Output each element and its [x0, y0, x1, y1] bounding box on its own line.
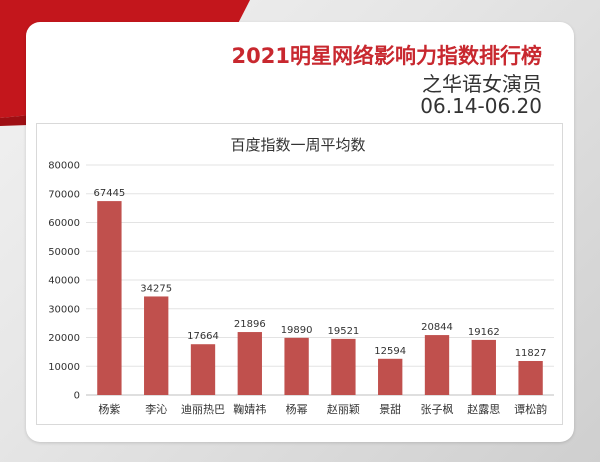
bar — [424, 335, 450, 395]
y-tick-label: 60000 — [48, 218, 80, 229]
x-tick-label: 景甜 — [379, 403, 401, 416]
x-tick-label: 杨紫 — [98, 402, 120, 416]
x-tick-label: 杨幂 — [286, 402, 308, 416]
bar — [97, 201, 122, 395]
bar — [284, 337, 309, 395]
data-label: 20844 — [421, 322, 453, 333]
bars-layer — [97, 201, 543, 395]
y-tick-label: 80000 — [48, 161, 80, 172]
x-tick-label: 迪丽热巴 — [181, 403, 225, 416]
bar — [471, 339, 496, 395]
data-label: 19890 — [281, 325, 313, 336]
chart-title: 百度指数一周平均数 — [230, 136, 365, 154]
bar — [378, 358, 403, 395]
y-tick-label: 10000 — [48, 362, 80, 373]
bar — [237, 332, 262, 395]
data-label: 21896 — [234, 319, 266, 330]
x-tick-label: 赵丽颖 — [327, 402, 360, 416]
x-tick-label: 张子枫 — [421, 402, 454, 416]
page-title: 2021明星网络影响力指数排行榜 — [231, 44, 542, 68]
logo-y-mark-icon — [42, 46, 86, 84]
data-label: 17664 — [187, 331, 219, 342]
bar — [144, 296, 169, 395]
powerstar-logo: 明星权力榜 OWERSTAR — [40, 42, 205, 86]
x-tick-label: 谭松韵 — [514, 402, 547, 416]
bar — [518, 360, 543, 395]
data-label: 12594 — [374, 346, 406, 357]
x-tick-label: 鞠婧祎 — [233, 402, 266, 416]
x-tick-label: 赵露思 — [467, 402, 500, 416]
logo-english-text: OWERSTAR — [88, 64, 199, 84]
data-label: 34275 — [140, 283, 172, 294]
bar — [190, 344, 216, 395]
y-tick-label: 20000 — [48, 333, 80, 344]
y-tick-label: 0 — [74, 391, 80, 402]
y-tick-label: 30000 — [48, 304, 80, 315]
x-tick-label: 李沁 — [145, 402, 167, 416]
data-label: 19162 — [468, 327, 500, 338]
data-label: 67445 — [93, 188, 125, 199]
y-tick-label: 50000 — [48, 247, 80, 258]
logo-chinese-text: 明星权力榜 — [88, 47, 178, 67]
y-tick-label: 70000 — [48, 189, 80, 200]
bar-chart: 百度指数一周平均数 0 10000 20000 30000 40000 50000 6000… — [48, 136, 554, 416]
data-label: 11827 — [515, 348, 547, 359]
data-label: 19521 — [327, 326, 359, 337]
bar — [331, 338, 356, 395]
page-subtitle: 之华语女演员 — [422, 72, 542, 96]
y-tick-label: 40000 — [48, 276, 80, 287]
labels-layer: 67445 杨紫 34275 李沁 17664 迪丽热巴 21896 鞠婧祎 19890 杨幂 19… — [93, 188, 547, 416]
date-range: 06.14-06.20 — [420, 94, 542, 118]
